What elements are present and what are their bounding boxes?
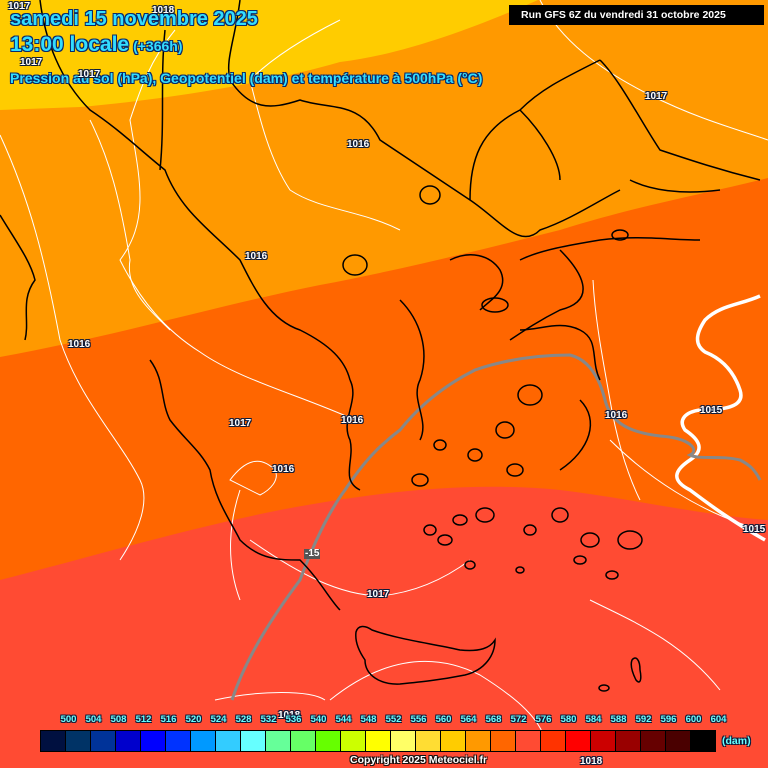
legend-values: 500 504 508 512 516 520 524 528 532 536 540 544 548 5… bbox=[40, 714, 730, 726]
isobar-label: 1016 bbox=[245, 251, 268, 262]
chart-description: Pression au sol (hPa), Geopotentiel (dam… bbox=[10, 70, 483, 86]
isobar-label: 1016 bbox=[605, 410, 628, 421]
islands bbox=[342, 185, 643, 692]
legend-value: 536 bbox=[285, 714, 302, 725]
isobar-label: 1017 bbox=[78, 69, 101, 80]
legend-swatch bbox=[116, 731, 141, 751]
geopotential-band-564 bbox=[0, 0, 538, 110]
legend-value: 556 bbox=[410, 714, 427, 725]
forecast-lead-time: (+366h) bbox=[133, 38, 183, 54]
legend-swatch bbox=[41, 731, 66, 751]
legend-swatch bbox=[266, 731, 291, 751]
legend-value: 604 bbox=[710, 714, 727, 725]
legend-value: 568 bbox=[485, 714, 502, 725]
legend-value: 544 bbox=[335, 714, 352, 725]
isobar-label: 1016 bbox=[68, 339, 91, 350]
model-run-info: Run GFS 6Z du vendredi 31 octobre 2025 bbox=[509, 5, 764, 25]
isobar-label: 1015 bbox=[700, 405, 723, 416]
legend-value: 540 bbox=[310, 714, 327, 725]
isobar-label: 1018 bbox=[278, 710, 301, 721]
isobar-label: 1017 bbox=[8, 1, 31, 12]
legend-value: 548 bbox=[360, 714, 377, 725]
legend-value: 504 bbox=[85, 714, 102, 725]
isotherm-label: -15 bbox=[304, 548, 321, 559]
legend-value: 528 bbox=[235, 714, 252, 725]
legend-value: 512 bbox=[135, 714, 152, 725]
legend-swatch bbox=[691, 731, 715, 751]
forecast-time-value: 13:00 locale bbox=[10, 33, 130, 56]
legend-value: 600 bbox=[685, 714, 702, 725]
legend-value: 552 bbox=[385, 714, 402, 725]
coastlines-borders bbox=[0, 0, 761, 611]
isobar-label: 1017 bbox=[645, 91, 668, 102]
legend-swatch bbox=[416, 731, 441, 751]
legend-value: 524 bbox=[210, 714, 227, 725]
legend-swatch bbox=[241, 731, 266, 751]
legend-value: 516 bbox=[160, 714, 177, 725]
legend-swatch bbox=[291, 731, 316, 751]
legend-swatch bbox=[591, 731, 616, 751]
legend-value: 532 bbox=[260, 714, 277, 725]
legend-swatch bbox=[66, 731, 91, 751]
legend-swatch bbox=[666, 731, 691, 751]
legend-swatch bbox=[316, 731, 341, 751]
legend-swatch bbox=[166, 731, 191, 751]
isobar-label: 1017 bbox=[20, 57, 43, 68]
isobar-label: 1018 bbox=[580, 756, 603, 767]
legend-swatch bbox=[541, 731, 566, 751]
legend-value: 560 bbox=[435, 714, 452, 725]
legend-value: 584 bbox=[585, 714, 602, 725]
isobar-label: 1016 bbox=[341, 415, 364, 426]
legend-value: 564 bbox=[460, 714, 477, 725]
legend-value: 580 bbox=[560, 714, 577, 725]
isobar-label: 1015 bbox=[743, 524, 766, 535]
legend-unit: (dam) bbox=[722, 735, 751, 747]
legend-swatch bbox=[566, 731, 591, 751]
legend-swatch bbox=[141, 731, 166, 751]
isobar-label: 1016 bbox=[272, 464, 295, 475]
forecast-time: 13:00 locale (+366h) bbox=[10, 33, 183, 57]
legend-value: 576 bbox=[535, 714, 552, 725]
legend-value: 508 bbox=[110, 714, 127, 725]
isobars bbox=[0, 0, 768, 741]
isobar-label: 1016 bbox=[347, 139, 370, 150]
legend-value: 520 bbox=[185, 714, 202, 725]
legend-value: 500 bbox=[60, 714, 77, 725]
legend-swatch bbox=[391, 731, 416, 751]
legend-swatch bbox=[516, 731, 541, 751]
legend-color-bar bbox=[40, 730, 716, 752]
legend-value: 588 bbox=[610, 714, 627, 725]
legend-swatch bbox=[191, 731, 216, 751]
legend-swatch bbox=[641, 731, 666, 751]
legend-swatch bbox=[441, 731, 466, 751]
legend-swatch bbox=[616, 731, 641, 751]
legend-value: 596 bbox=[660, 714, 677, 725]
isobar-label: 1018 bbox=[152, 5, 175, 16]
isobar-label: 1017 bbox=[367, 589, 390, 600]
isotherm-minus-15 bbox=[230, 353, 762, 701]
legend-value: 592 bbox=[635, 714, 652, 725]
legend-value: 572 bbox=[510, 714, 527, 725]
legend-swatch bbox=[91, 731, 116, 751]
isobar-label: 1017 bbox=[229, 418, 252, 429]
forecast-date: samedi 15 novembre 2025 bbox=[10, 8, 258, 30]
legend-swatch bbox=[366, 731, 391, 751]
isobar-1015 bbox=[675, 294, 766, 542]
legend-swatch bbox=[216, 731, 241, 751]
legend-swatch bbox=[466, 731, 491, 751]
copyright-text: Copyright 2025 Meteociel.fr bbox=[350, 754, 488, 766]
legend-swatch bbox=[341, 731, 366, 751]
legend-swatch bbox=[491, 731, 516, 751]
